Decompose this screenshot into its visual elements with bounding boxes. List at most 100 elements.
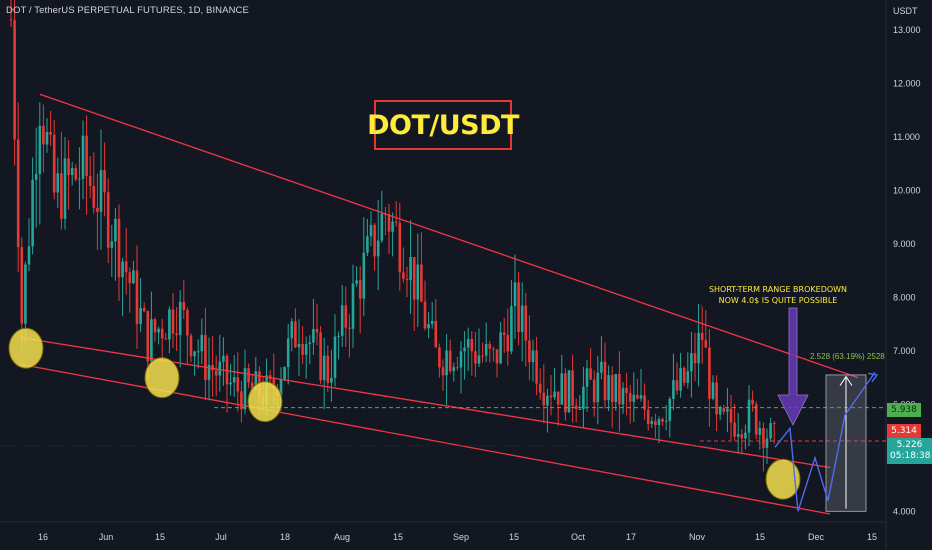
candle-body — [740, 434, 744, 439]
candle-body — [470, 338, 474, 352]
candle-body — [625, 387, 628, 393]
candle-body — [387, 214, 391, 232]
candle-body — [762, 428, 765, 448]
candle-body — [427, 324, 430, 329]
candle-body — [574, 405, 578, 410]
candle-body — [394, 221, 398, 223]
candle-body — [13, 20, 16, 140]
candle-body — [549, 395, 553, 398]
candle-body — [668, 398, 672, 421]
x-tick-label: Oct — [571, 532, 586, 542]
candle-body — [621, 387, 625, 405]
x-tick-label: 17 — [626, 532, 636, 542]
candle-body — [207, 364, 211, 380]
measure-label: 2.528 (63.19%) 2528 — [810, 352, 885, 361]
candle-body — [592, 379, 596, 403]
candle-body — [412, 257, 416, 300]
candle-body — [459, 351, 463, 368]
candle-body — [168, 309, 171, 340]
candle-body — [567, 370, 571, 413]
candle-body — [45, 131, 49, 145]
candle-body — [52, 134, 56, 193]
candle-body — [700, 332, 704, 341]
candle-body — [546, 395, 549, 406]
currency-unit: USDT — [893, 6, 918, 16]
y-tick-label: 4.000 — [893, 506, 916, 516]
candle-body — [495, 349, 499, 364]
candle-body — [513, 282, 517, 307]
candle-body — [20, 247, 24, 324]
candle-body — [456, 367, 459, 369]
candle-body — [211, 364, 214, 371]
candle-body — [358, 280, 362, 299]
candle-body — [124, 261, 128, 273]
candle-body — [510, 306, 513, 352]
candle-body — [481, 355, 484, 357]
candle-body — [585, 368, 589, 387]
candle-body — [430, 320, 434, 325]
y-tick-label: 10.000 — [893, 185, 921, 195]
x-tick-label: 15 — [155, 532, 165, 542]
candle-body — [564, 373, 567, 413]
resistance-trendline — [39, 93, 859, 379]
candle-body — [441, 367, 445, 376]
candle-body — [146, 311, 150, 362]
x-tick-label: Nov — [689, 532, 706, 542]
candle-body — [92, 185, 96, 208]
candle-body — [157, 328, 160, 333]
note-line-2: NOW 4.0$ IS QUITE POSSIBLE — [718, 296, 838, 305]
candle-body — [747, 399, 751, 433]
candle-body — [517, 282, 520, 333]
time-axis[interactable]: 16 Jun 15 Jul 18 Aug 15 Sep 15 Oct 17 Nov 15 Dec 15 — [38, 532, 877, 542]
candle-body — [603, 361, 607, 401]
candle-body — [70, 168, 74, 176]
candle-body — [463, 347, 466, 352]
candle-body — [376, 240, 380, 257]
candle-body — [452, 367, 456, 372]
candle-body — [690, 353, 693, 372]
candle-body — [614, 373, 618, 403]
candle-body — [330, 377, 333, 383]
candle-body — [722, 408, 726, 412]
candle-body — [582, 386, 585, 409]
candle-body — [218, 361, 222, 376]
current-price: 5.226 — [896, 440, 923, 450]
candle-body — [718, 408, 722, 415]
candle-body — [42, 125, 45, 145]
candle-body — [204, 335, 207, 380]
candle-body — [765, 438, 769, 448]
drawings — [0, 93, 886, 515]
projection-path — [774, 371, 876, 512]
candle-body — [283, 367, 286, 380]
candle-body — [160, 328, 164, 339]
candle-body — [117, 218, 121, 278]
candle-body — [9, 19, 13, 21]
candle-body — [693, 353, 697, 364]
symbol-header[interactable]: DOT / TetherUS PERPETUAL FUTURES, 1D, BI… — [6, 5, 249, 16]
candle-body — [657, 418, 661, 426]
candle-body — [542, 392, 546, 406]
candle-body — [697, 332, 700, 364]
candle-body — [16, 139, 20, 248]
candle-body — [369, 224, 373, 237]
candle-body — [153, 319, 157, 333]
candle-body — [312, 328, 315, 343]
candle-body — [88, 176, 92, 186]
price-badge-red: 5.314 — [887, 424, 921, 438]
x-tick-label: 16 — [38, 532, 48, 542]
candle-body — [434, 320, 438, 348]
candle-body — [553, 391, 556, 398]
candle-body — [103, 170, 106, 193]
candle-body — [214, 370, 218, 376]
candle-body — [405, 278, 409, 281]
candle-body — [733, 422, 736, 437]
candle-body — [128, 272, 132, 284]
candle-body — [99, 170, 103, 212]
x-tick-label: 18 — [280, 532, 290, 542]
candle-body — [438, 347, 441, 368]
x-tick-label: Jun — [99, 532, 114, 542]
candle-body — [189, 335, 193, 357]
candle-body — [726, 408, 729, 412]
candle-body — [74, 168, 78, 180]
